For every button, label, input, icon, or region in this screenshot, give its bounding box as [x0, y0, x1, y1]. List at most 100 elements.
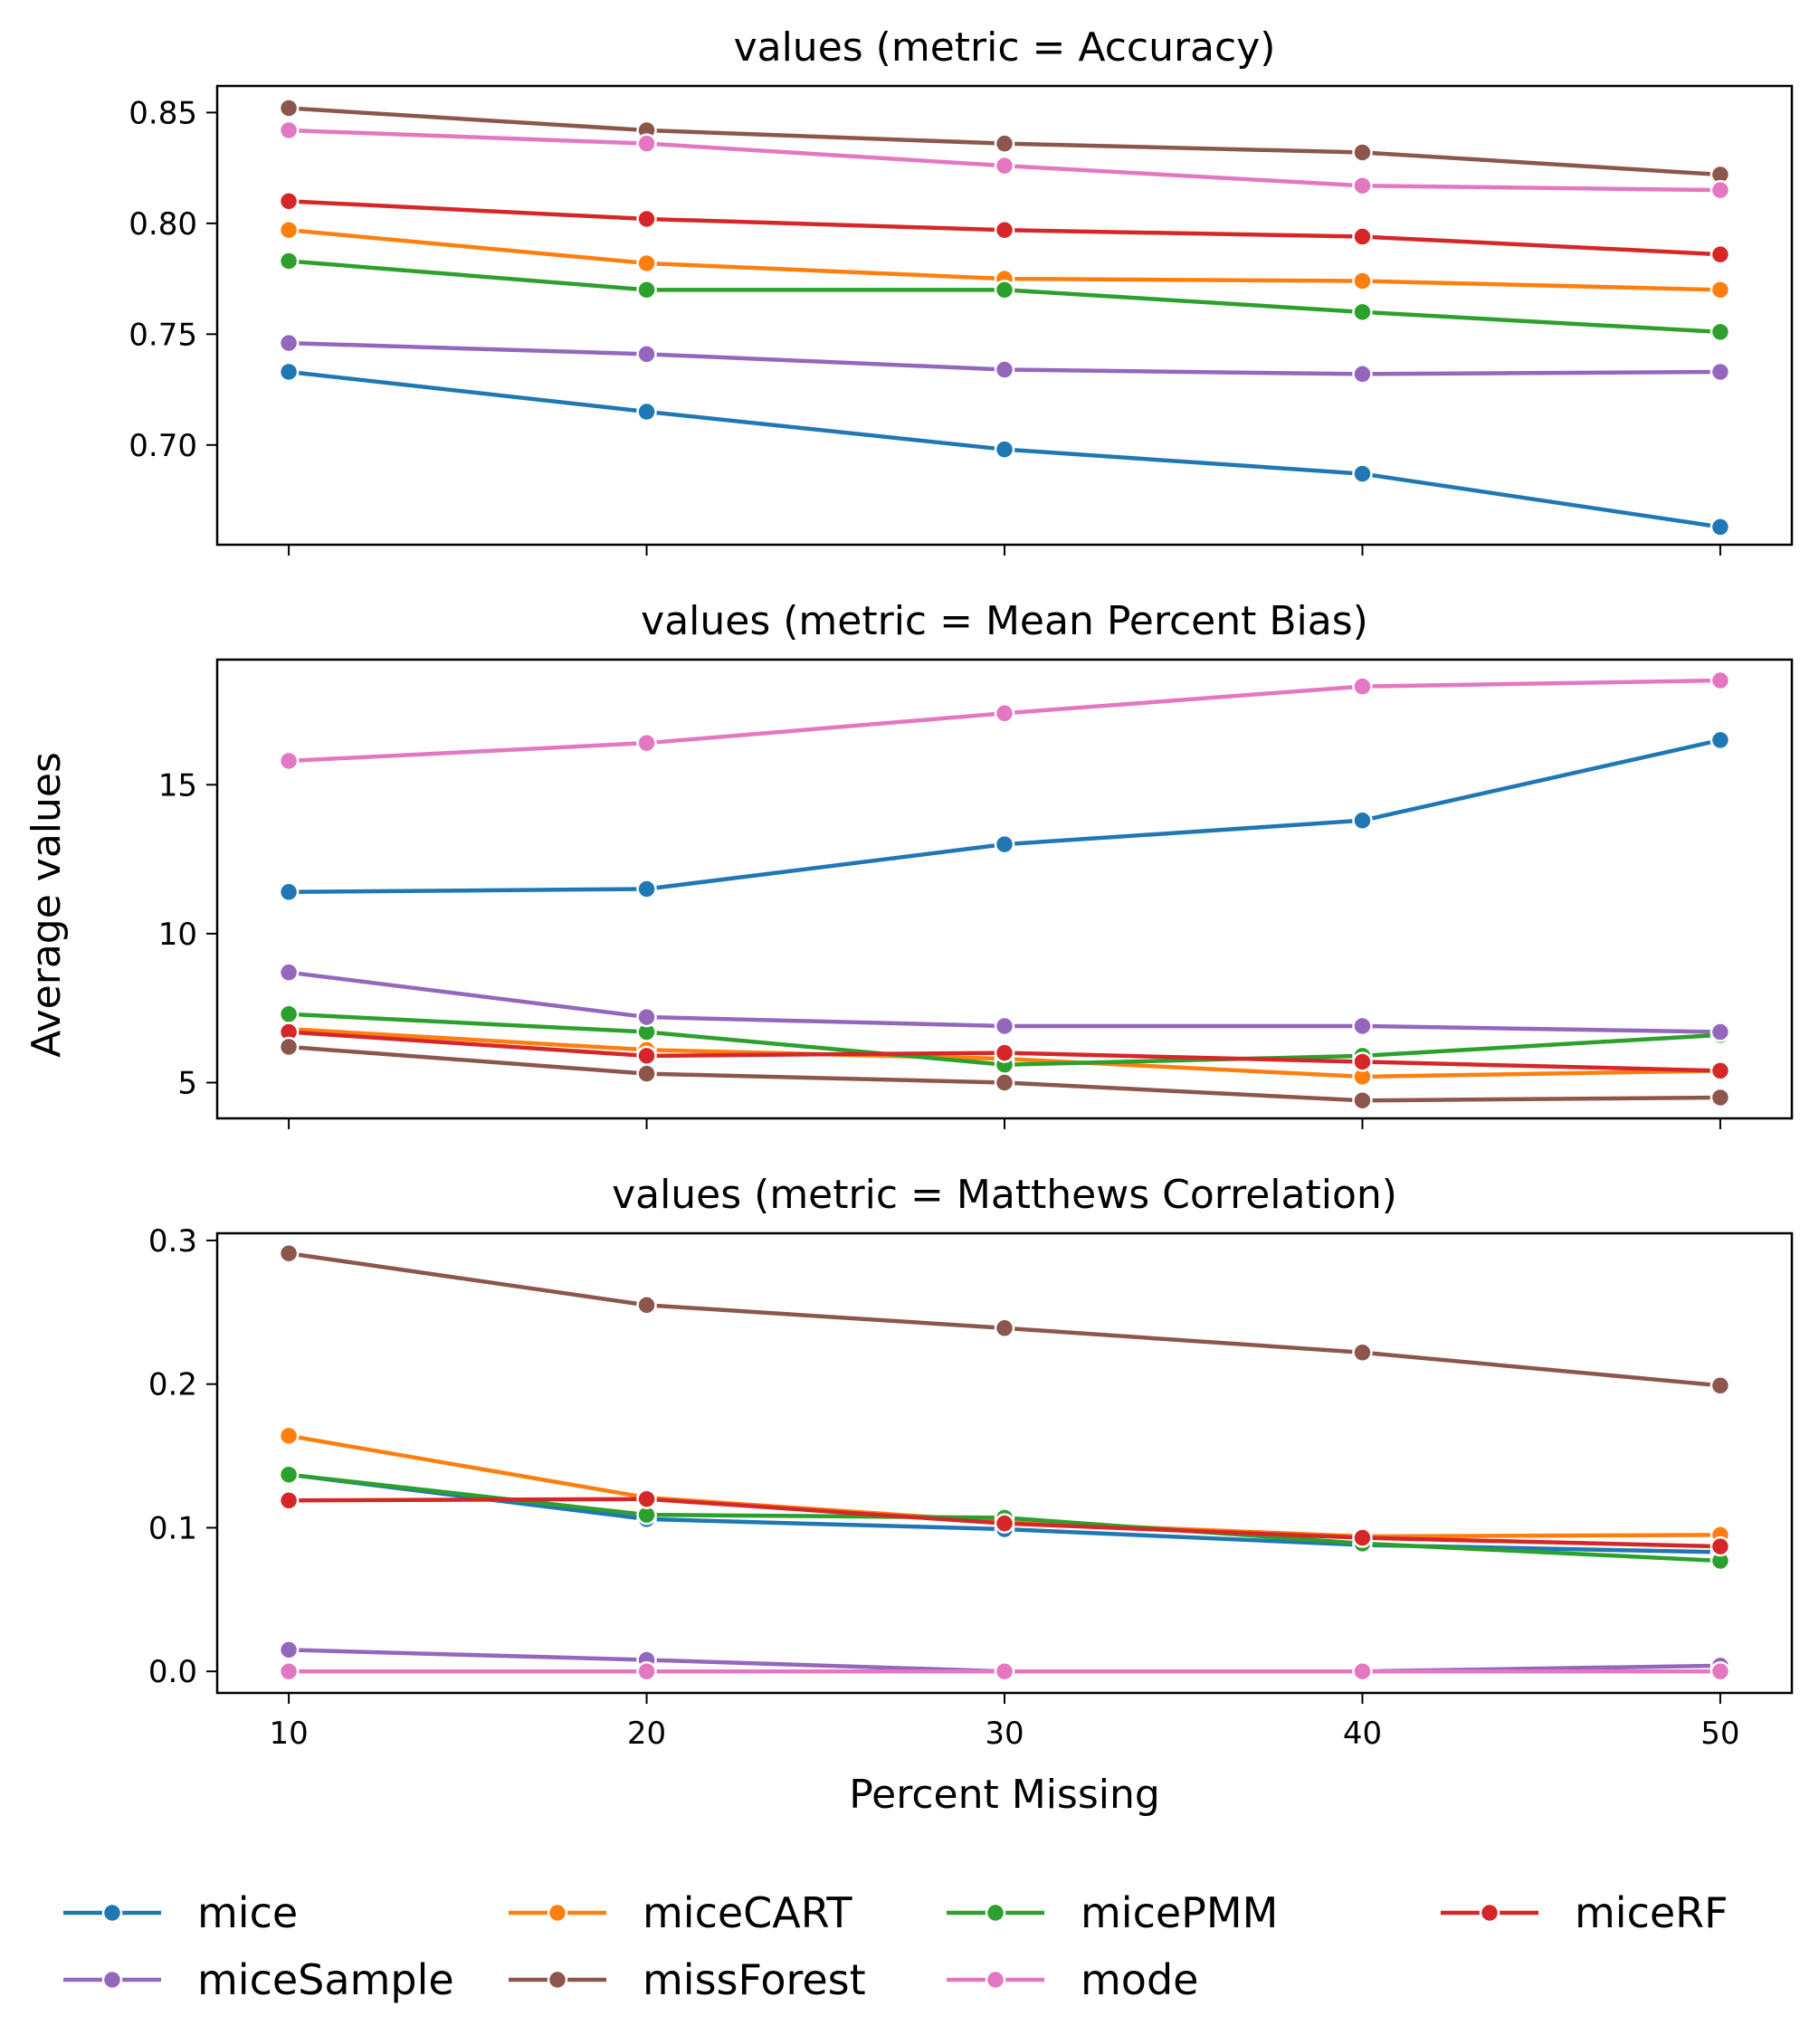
y-tick-label: 0.75 [129, 317, 197, 353]
data-point [1352, 271, 1373, 291]
data-point [1709, 1660, 1731, 1682]
data-point [1709, 361, 1731, 383]
x-tick-label: 20 [627, 1716, 666, 1752]
data-point [636, 208, 657, 230]
data-point [994, 703, 1015, 724]
y-tick-label: 0.3 [148, 1223, 197, 1260]
y-tick-label: 10 [158, 917, 197, 953]
data-point [1352, 1051, 1373, 1072]
data-point [994, 1317, 1015, 1339]
data-point [636, 1295, 657, 1316]
legend-marker [985, 1969, 1006, 1991]
data-point [278, 1036, 300, 1058]
data-point [1709, 1375, 1731, 1396]
data-point [1709, 670, 1731, 691]
legend-marker [1479, 1902, 1500, 1924]
plot-frame [215, 658, 1794, 1120]
y-axis-label: Average values [24, 752, 70, 1058]
data-point [278, 1464, 300, 1485]
plot-frame [215, 84, 1794, 547]
data-point [636, 344, 657, 365]
data-point [1352, 1015, 1373, 1037]
legend-item-miceRF: miceRF [1441, 1888, 1729, 1937]
legend-marker [101, 1902, 123, 1924]
data-point [994, 280, 1015, 300]
x-axis-label: Percent Missing [849, 1772, 1160, 1818]
data-point [1352, 1089, 1373, 1111]
legend-label: micePMM [1081, 1888, 1278, 1937]
data-point [278, 1490, 300, 1511]
data-point [636, 1660, 657, 1682]
data-point [994, 833, 1015, 855]
legend-label: miceSample [197, 1955, 454, 2004]
y-tick-label: 0.0 [148, 1654, 197, 1690]
series-miceCART [278, 219, 1731, 300]
x-tick-label: 10 [269, 1716, 308, 1752]
series-line [286, 737, 1723, 895]
panel-2: values (metric = Mean Percent Bias) 5 10 15 [158, 598, 1794, 1129]
data-point [994, 155, 1015, 176]
legend-marker [547, 1902, 568, 1924]
data-point [1709, 280, 1731, 300]
data-point [1352, 810, 1373, 832]
data-point [994, 219, 1015, 241]
data-point [278, 332, 300, 354]
data-point [278, 962, 300, 983]
y-tick-label: 15 [158, 767, 197, 803]
legend: mice miceCART micePMM miceRF miceSample missF… [63, 1888, 1729, 2004]
data-point [1352, 1342, 1373, 1364]
data-point [994, 1513, 1015, 1534]
data-point [994, 439, 1015, 460]
data-point [278, 219, 300, 241]
legend-marker [101, 1969, 123, 1991]
data-point [278, 1660, 300, 1682]
data-point [278, 750, 300, 772]
y-tick-label: 0.70 [129, 428, 197, 464]
legend-marker [985, 1902, 1006, 1924]
panel-title: values (metric = Accuracy) [734, 24, 1276, 71]
data-point [278, 119, 300, 141]
y-tick-label: 0.1 [148, 1510, 197, 1546]
data-point [994, 1042, 1015, 1063]
data-point [1352, 463, 1373, 484]
data-point [1352, 1527, 1373, 1548]
series-mode [278, 1660, 1731, 1682]
data-point [1352, 226, 1373, 247]
data-point [1709, 1022, 1731, 1042]
data-point [278, 1003, 300, 1025]
data-point [1709, 1087, 1731, 1108]
data-point [994, 1660, 1015, 1682]
y-tick-label: 0.2 [148, 1367, 197, 1403]
data-point [636, 1006, 657, 1028]
data-point [636, 1488, 657, 1509]
data-point [994, 133, 1015, 154]
series-micePMM [278, 251, 1731, 343]
legend-marker [547, 1969, 568, 1991]
data-point [1709, 1535, 1731, 1557]
series-missForest [278, 1242, 1731, 1396]
series-mice [278, 361, 1731, 537]
series-mice [278, 729, 1731, 903]
data-point [994, 359, 1015, 380]
data-point [1352, 142, 1373, 163]
series-missForest [278, 1036, 1731, 1111]
x-tick-label: 50 [1700, 1716, 1739, 1752]
data-point [636, 879, 657, 899]
data-point [994, 1072, 1015, 1093]
data-point [278, 1242, 300, 1264]
data-point [636, 1063, 657, 1084]
series-miceSample [278, 962, 1731, 1042]
series-mode [278, 119, 1731, 201]
data-point [278, 1640, 300, 1660]
legend-item-mode: mode [947, 1955, 1198, 2004]
x-tick-label: 40 [1343, 1716, 1382, 1752]
legend-label: mice [197, 1888, 298, 1937]
legend-label: miceCART [643, 1888, 852, 1937]
legend-item-miceCART: miceCART [509, 1888, 852, 1937]
legend-label: missForest [643, 1955, 866, 2004]
data-point [278, 1425, 300, 1447]
y-tick-label: 5 [177, 1065, 197, 1101]
data-point [636, 252, 657, 274]
